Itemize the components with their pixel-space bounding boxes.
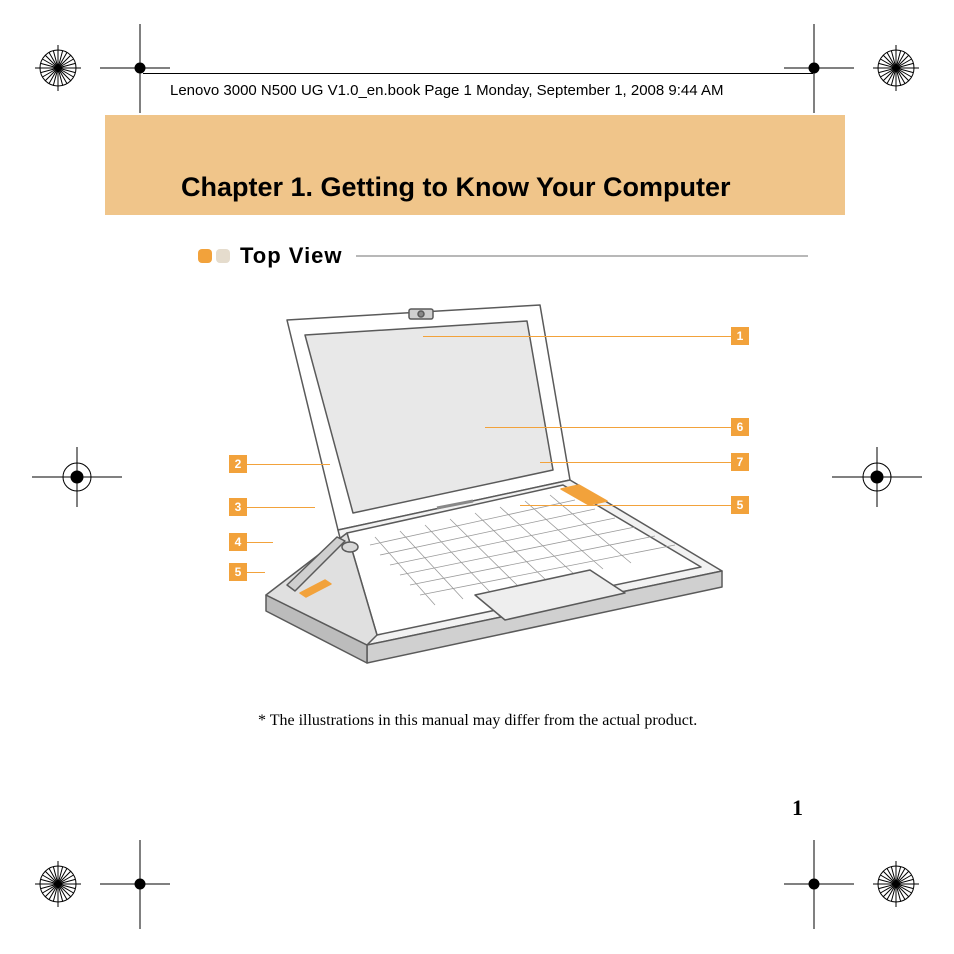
crop-mark-tl: [0, 0, 120, 120]
laptop-diagram: 2 3 4 5 1 6 7 5: [175, 285, 775, 670]
callout-leader: [540, 462, 731, 463]
callout-badge-2: 2: [229, 455, 247, 473]
crop-mark-tr: [834, 0, 954, 120]
callout-badge-3: 3: [229, 498, 247, 516]
callout-badge-1: 1: [731, 327, 749, 345]
section-heading: Top View: [198, 243, 343, 269]
chapter-title: Chapter 1. Getting to Know Your Computer: [181, 172, 731, 203]
section-title: Top View: [240, 243, 343, 269]
page: Lenovo 3000 N500 UG V1.0_en.book Page 1 …: [0, 0, 954, 954]
callout-badge-5: 5: [229, 563, 247, 581]
crop-mark-ml: [22, 442, 132, 512]
callout-leader: [485, 427, 731, 428]
header-rule: [143, 73, 813, 74]
section-rule: [356, 255, 808, 257]
callout-leader: [247, 464, 330, 465]
callout-leader: [520, 505, 731, 506]
callout-badge-7: 7: [731, 453, 749, 471]
callout-leader: [247, 572, 265, 573]
callout-badge-6: 6: [731, 418, 749, 436]
callout-leader: [247, 542, 273, 543]
callout-badge-5: 5: [731, 496, 749, 514]
section-bullet-light: [216, 249, 230, 263]
callout-leader: [247, 507, 315, 508]
section-bullet-accent: [198, 249, 212, 263]
diagram-footnote: * The illustrations in this manual may d…: [258, 712, 697, 730]
callout-leader: [423, 336, 731, 337]
crop-mark-mr: [822, 442, 932, 512]
running-header: Lenovo 3000 N500 UG V1.0_en.book Page 1 …: [170, 82, 723, 99]
page-number: 1: [792, 795, 803, 821]
callout-badge-4: 4: [229, 533, 247, 551]
crop-mark-br: [834, 834, 954, 954]
crop-mark-bl: [0, 834, 120, 954]
